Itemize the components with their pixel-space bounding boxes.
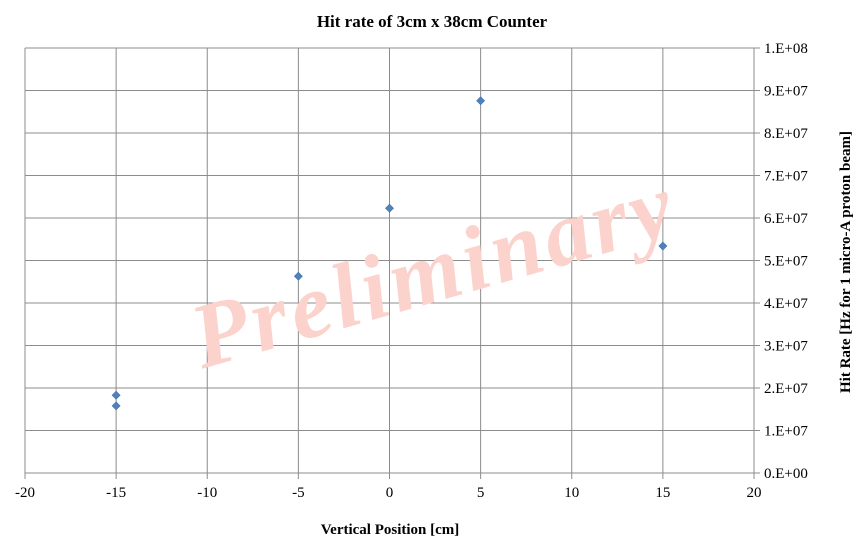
preliminary-watermark: Preliminary [179, 152, 688, 388]
grid-lines [24, 47, 760, 479]
y-tick-label: 8.E+07 [764, 126, 808, 142]
x-axis-label: Vertical Position [cm] [321, 522, 460, 538]
y-tick-label: 4.E+07 [764, 296, 808, 312]
data-point [111, 401, 121, 411]
watermark-layer: Preliminary [179, 152, 688, 388]
x-tick-label: -10 [197, 485, 217, 501]
data-point [385, 203, 394, 213]
x-tick-label: 5 [477, 485, 485, 501]
y-tick-label: 2.E+07 [764, 381, 808, 397]
x-tick-label: -15 [106, 485, 126, 501]
y-tick-label: 5.E+07 [764, 254, 808, 270]
y-tick-label: 0.E+00 [764, 466, 808, 482]
x-tick-label: 0 [386, 485, 394, 501]
y-tick-label: 1.E+08 [764, 41, 808, 57]
y-axis-label: Hit Rate [Hz for 1 micro-A proton beam] [838, 131, 854, 393]
y-tick-label: 6.E+07 [764, 211, 808, 227]
x-tick-label: 10 [564, 485, 579, 501]
x-axis-ticks: -20 -15 -10 -5 0 5 10 15 20 [15, 485, 762, 501]
y-tick-label: 1.E+07 [764, 424, 808, 440]
data-point [658, 241, 668, 251]
data-point [293, 271, 303, 281]
y-tick-label: 3.E+07 [764, 339, 808, 355]
data-point [476, 96, 486, 106]
x-tick-label: 15 [655, 485, 670, 501]
chart-title: Hit rate of 3cm x 38cm Counter [317, 12, 548, 31]
y-tick-label: 7.E+07 [764, 169, 808, 185]
x-tick-label: -20 [15, 485, 35, 501]
y-tick-label: 9.E+07 [764, 84, 808, 100]
x-tick-label: 20 [747, 485, 762, 501]
x-tick-label: -5 [292, 485, 305, 501]
data-point [111, 390, 121, 400]
y-axis-ticks: 0.E+00 1.E+07 2.E+07 3.E+07 4.E+07 5.E+07 6.E+… [764, 41, 808, 482]
data-points [111, 96, 668, 411]
